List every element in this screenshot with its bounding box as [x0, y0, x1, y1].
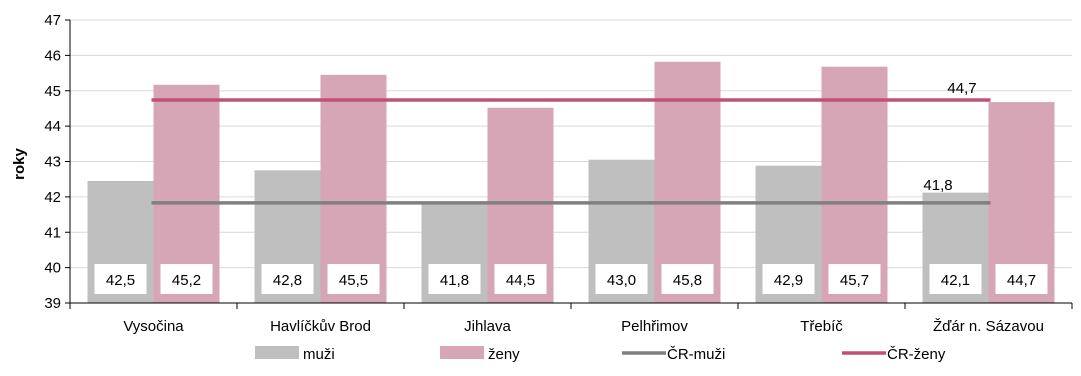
- data-label: 44,7: [1007, 272, 1036, 289]
- data-label-box: [261, 264, 314, 294]
- x-tick-label: Žďár n. Sázavou: [933, 318, 1044, 335]
- data-label: 45,8: [673, 272, 702, 289]
- y-tick-label: 41: [44, 224, 61, 241]
- reference-label: 41,8: [923, 177, 952, 194]
- y-axis-label: roky: [11, 148, 28, 180]
- data-label-box: [94, 264, 147, 294]
- bar-zeny: [654, 61, 721, 304]
- y-tick-label: 47: [44, 12, 61, 29]
- x-tick-label: Třebíč: [800, 318, 843, 335]
- y-tick-label: 40: [44, 260, 61, 277]
- gridlines: [70, 19, 1072, 269]
- data-label: 42,9: [774, 272, 803, 289]
- x-tick-label: Vysočina: [123, 318, 184, 335]
- y-tick-label: 44: [44, 118, 61, 135]
- y-tick-label: 42: [44, 189, 61, 206]
- reference-lines: 41,8 44,7: [151, 80, 991, 205]
- data-label-box: [494, 264, 547, 294]
- data-label-box: [428, 264, 481, 294]
- axes: 39 40 41 42 43 44 45 46 47 Vysočina Havlíčkův Brod…: [44, 12, 1073, 335]
- data-label-box: [828, 264, 881, 294]
- data-label: 44,5: [506, 272, 535, 289]
- data-label-box: [762, 264, 815, 294]
- data-label: 43,0: [607, 272, 636, 289]
- data-label-box: [995, 264, 1048, 294]
- x-tick-label: Pelhřimov: [621, 318, 688, 335]
- bar-zeny: [821, 66, 888, 303]
- data-label: 45,2: [172, 272, 201, 289]
- legend-swatch: [440, 346, 484, 359]
- data-label-box: [929, 264, 982, 294]
- data-label-box: [595, 264, 648, 294]
- data-label: 42,8: [273, 272, 302, 289]
- data-label-box: [160, 264, 213, 294]
- legend-label: ženy: [488, 346, 520, 363]
- y-tick-label: 43: [44, 154, 61, 171]
- legend-label: ČR-muži: [667, 346, 725, 363]
- data-label: 45,5: [339, 272, 368, 289]
- x-tick-label: Jihlava: [464, 318, 511, 335]
- legend-swatch: [255, 346, 299, 359]
- legend: muži ženy ČR-muži ČR-ženy: [255, 346, 946, 363]
- y-tick-label: 39: [44, 295, 61, 312]
- legend-label: muži: [303, 346, 335, 363]
- y-tick-label: 45: [44, 83, 61, 100]
- data-label: 41,8: [440, 272, 469, 289]
- legend-label: ČR-ženy: [887, 346, 946, 363]
- data-label-box: [661, 264, 714, 294]
- data-label-box: [327, 264, 380, 294]
- data-labels: 42,5 45,2 42,8 45,5 41,8 44,5 43,0 45,8 42,9 45,7…: [94, 264, 1048, 294]
- bars: [87, 61, 1055, 304]
- data-label: 42,5: [106, 272, 135, 289]
- x-tick-label: Havlíčkův Brod: [270, 318, 371, 335]
- reference-label: 44,7: [947, 80, 976, 97]
- data-label: 45,7: [840, 272, 869, 289]
- y-tick-label: 46: [44, 47, 61, 64]
- data-label: 42,1: [941, 272, 970, 289]
